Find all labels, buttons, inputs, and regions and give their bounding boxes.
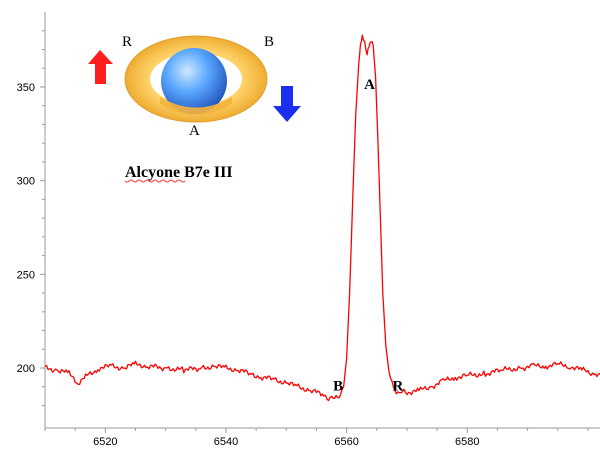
x-tick-label: 6580 [455, 436, 479, 448]
annotations: A B R [333, 77, 403, 395]
red-up-arrow-icon [88, 50, 113, 84]
x-tick-label: 6520 [93, 436, 117, 448]
inset-diagram: R B A Alcyone B7e III [88, 34, 301, 183]
inset-title: Alcyone B7e III [125, 164, 233, 181]
annotation-a: A [364, 77, 375, 93]
y-tick-label: 200 [17, 363, 35, 375]
y-tick-label: 350 [17, 82, 35, 94]
blue-down-arrow-icon [273, 86, 301, 122]
axes: 200 250 300 350 6520 6540 6560 6580 [17, 12, 600, 448]
x-tick-labels: 6520 6540 6560 6580 [93, 436, 479, 448]
series-line-h-alpha [44, 34, 600, 402]
y-tick-label: 300 [17, 176, 35, 188]
spell-underline [124, 179, 186, 183]
star-sphere [161, 48, 227, 114]
y-minor-ticks [40, 30, 45, 407]
annotation-r: R [392, 379, 403, 395]
x-minor-ticks [44, 428, 589, 433]
inset-label-a: A [189, 123, 200, 139]
inset-label-r: R [122, 34, 132, 50]
y-tick-labels: 200 250 300 350 [17, 82, 35, 375]
inset-label-b: B [264, 34, 274, 50]
x-tick-label: 6560 [334, 436, 358, 448]
annotation-b: B [333, 379, 343, 395]
y-tick-label: 250 [17, 269, 35, 281]
disk-front-arc [160, 97, 232, 115]
x-tick-label: 6540 [214, 436, 238, 448]
